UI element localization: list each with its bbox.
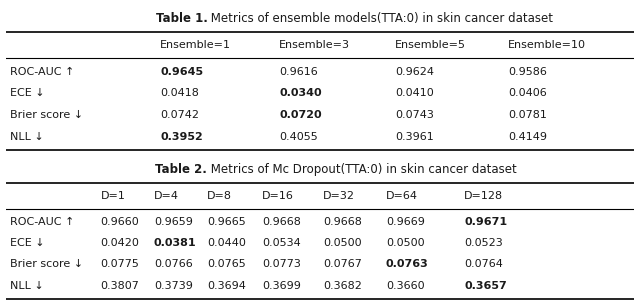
Text: 0.0775: 0.0775 (100, 259, 140, 269)
Text: 0.0534: 0.0534 (262, 238, 301, 248)
Text: 0.3952: 0.3952 (160, 132, 203, 142)
Text: D=8: D=8 (207, 191, 232, 201)
Text: 0.9665: 0.9665 (207, 217, 246, 227)
Text: 0.3961: 0.3961 (396, 132, 434, 142)
Text: Metrics of ensemble models(TTA:0) in skin cancer dataset: Metrics of ensemble models(TTA:0) in ski… (207, 12, 554, 25)
Text: 0.3682: 0.3682 (323, 281, 362, 291)
Text: 0.0781: 0.0781 (508, 110, 547, 120)
Text: 0.3807: 0.3807 (100, 281, 140, 291)
Text: 0.9645: 0.9645 (160, 66, 203, 77)
Text: 0.3699: 0.3699 (262, 281, 301, 291)
Text: NLL ↓: NLL ↓ (10, 281, 44, 291)
Text: Ensemble=5: Ensemble=5 (396, 40, 467, 50)
Text: 0.0766: 0.0766 (154, 259, 193, 269)
Text: 0.0418: 0.0418 (160, 88, 199, 98)
Text: 0.0420: 0.0420 (100, 238, 140, 248)
Text: 0.0500: 0.0500 (323, 238, 362, 248)
Text: 0.9668: 0.9668 (323, 217, 362, 227)
Text: 0.4149: 0.4149 (508, 132, 547, 142)
Text: 0.3694: 0.3694 (207, 281, 246, 291)
Text: 0.0340: 0.0340 (279, 88, 322, 98)
Text: 0.9659: 0.9659 (154, 217, 193, 227)
Text: Ensemble=10: Ensemble=10 (508, 40, 586, 50)
Text: 0.0765: 0.0765 (207, 259, 246, 269)
Text: ROC-AUC ↑: ROC-AUC ↑ (10, 217, 74, 227)
Text: Ensemble=1: Ensemble=1 (160, 40, 231, 50)
Text: ECE ↓: ECE ↓ (10, 238, 44, 248)
Text: Table 1.: Table 1. (156, 12, 207, 25)
Text: Ensemble=3: Ensemble=3 (279, 40, 350, 50)
Text: D=4: D=4 (154, 191, 179, 201)
Text: 0.0743: 0.0743 (396, 110, 434, 120)
Text: ROC-AUC ↑: ROC-AUC ↑ (10, 66, 74, 77)
Text: 0.9586: 0.9586 (508, 66, 547, 77)
Text: 0.0500: 0.0500 (386, 238, 424, 248)
Text: 0.9671: 0.9671 (464, 217, 508, 227)
Text: 0.0381: 0.0381 (154, 238, 196, 248)
Text: 0.9660: 0.9660 (100, 217, 140, 227)
Text: 0.0406: 0.0406 (508, 88, 547, 98)
Text: ECE ↓: ECE ↓ (10, 88, 44, 98)
Text: Table 2.: Table 2. (155, 163, 207, 176)
Text: D=64: D=64 (386, 191, 418, 201)
Text: D=1: D=1 (100, 191, 125, 201)
Text: D=32: D=32 (323, 191, 355, 201)
Text: 0.3657: 0.3657 (464, 281, 507, 291)
Text: Metrics of Mc Dropout(TTA:0) in skin cancer dataset: Metrics of Mc Dropout(TTA:0) in skin can… (207, 163, 516, 176)
Text: 0.0767: 0.0767 (323, 259, 362, 269)
Text: 0.4055: 0.4055 (279, 132, 318, 142)
Text: Brier score ↓: Brier score ↓ (10, 259, 83, 269)
Text: 0.3739: 0.3739 (154, 281, 193, 291)
Text: 0.0763: 0.0763 (386, 259, 429, 269)
Text: 0.9616: 0.9616 (279, 66, 318, 77)
Text: NLL ↓: NLL ↓ (10, 132, 44, 142)
Text: 0.0764: 0.0764 (464, 259, 503, 269)
Text: 0.9668: 0.9668 (262, 217, 301, 227)
Text: D=128: D=128 (464, 191, 504, 201)
Text: 0.9669: 0.9669 (386, 217, 425, 227)
Text: 0.0742: 0.0742 (160, 110, 199, 120)
Text: 0.0410: 0.0410 (396, 88, 434, 98)
Text: 0.3660: 0.3660 (386, 281, 424, 291)
Text: 0.0440: 0.0440 (207, 238, 246, 248)
Text: Brier score ↓: Brier score ↓ (10, 110, 83, 120)
Text: D=16: D=16 (262, 191, 294, 201)
Text: 0.0523: 0.0523 (464, 238, 503, 248)
Text: 0.0773: 0.0773 (262, 259, 301, 269)
Text: 0.0720: 0.0720 (279, 110, 322, 120)
Text: 0.9624: 0.9624 (396, 66, 435, 77)
